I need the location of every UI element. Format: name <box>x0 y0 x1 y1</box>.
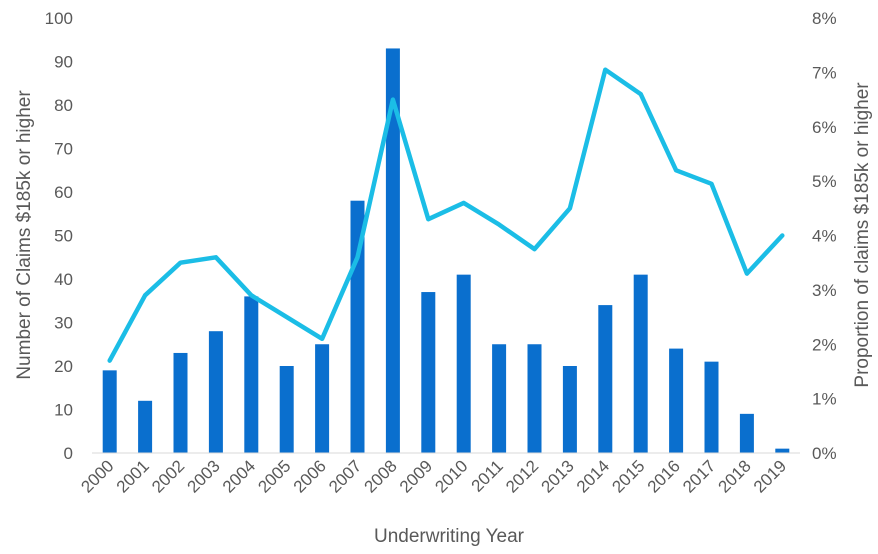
bar <box>421 292 436 453</box>
y-tick-label: 100 <box>45 9 73 28</box>
bar <box>775 448 790 453</box>
bar <box>456 274 471 453</box>
bar <box>173 352 188 453</box>
bar <box>102 370 117 453</box>
bar <box>704 361 719 453</box>
bar <box>208 331 223 453</box>
y2-tick-label: 2% <box>812 335 837 354</box>
bar <box>527 344 542 453</box>
x-tick-label: 2005 <box>254 456 294 496</box>
x-tick-label: 2014 <box>573 456 613 496</box>
bar-series <box>102 48 790 453</box>
bar <box>739 413 754 453</box>
x-tick-label: 2003 <box>184 456 224 496</box>
y-axis-title: Number of Claims $185k or higher <box>14 90 35 380</box>
x-tick-label: 2002 <box>148 456 188 496</box>
bar <box>244 296 259 453</box>
bar <box>279 366 294 453</box>
y2-tick-label: 8% <box>812 9 837 28</box>
right-axis-ticks: 0% 1% 2% 3% 4% 5% 6% 7% 8% <box>812 9 837 463</box>
y2-tick-label: 1% <box>812 390 837 409</box>
y-tick-label: 80 <box>54 96 73 115</box>
x-axis-title: Underwriting Year <box>374 526 525 547</box>
y-tick-label: 10 <box>54 401 73 420</box>
bar <box>562 366 577 453</box>
y-tick-label: 90 <box>54 53 73 72</box>
x-tick-label: 2011 <box>468 456 507 495</box>
y-tick-label: 40 <box>54 270 73 289</box>
bar <box>385 48 400 453</box>
bar <box>315 344 330 453</box>
x-tick-label: 2015 <box>608 456 648 496</box>
y-tick-label: 60 <box>54 183 73 202</box>
x-tick-label: 2018 <box>715 456 755 496</box>
y2-axis-title: Proportion of claims $185k or higher <box>852 82 873 388</box>
x-tick-label: 2007 <box>325 456 365 496</box>
left-axis-ticks: 0 10 20 30 40 50 60 70 80 90 100 <box>45 9 73 463</box>
bar <box>598 305 613 453</box>
line-series <box>107 67 785 363</box>
x-axis-ticks: 2000200120022003200420052006200720082009… <box>77 456 790 496</box>
bar <box>633 274 648 453</box>
x-tick-label: 2013 <box>538 456 578 496</box>
x-tick-label: 2019 <box>750 456 790 496</box>
x-tick-label: 2017 <box>679 456 719 496</box>
y-tick-label: 20 <box>54 357 73 376</box>
x-tick-label: 2009 <box>396 456 436 496</box>
y-tick-label: 70 <box>54 140 73 159</box>
bar <box>138 400 153 453</box>
y2-tick-label: 0% <box>812 444 837 463</box>
x-tick-label: 2008 <box>361 456 401 496</box>
x-tick-label: 2004 <box>219 456 259 496</box>
y2-tick-label: 6% <box>812 118 837 137</box>
y2-tick-label: 3% <box>812 281 837 300</box>
y-tick-label: 50 <box>54 227 73 246</box>
x-tick-label: 2000 <box>77 456 117 496</box>
y-tick-label: 30 <box>54 314 73 333</box>
y2-tick-label: 5% <box>812 172 837 191</box>
y2-tick-label: 4% <box>812 227 837 246</box>
x-tick-label: 2001 <box>113 456 153 496</box>
y2-tick-label: 7% <box>812 63 837 82</box>
x-tick-label: 2012 <box>502 456 542 496</box>
x-tick-label: 2006 <box>290 456 330 496</box>
x-tick-label: 2010 <box>431 456 471 496</box>
bar <box>492 344 507 453</box>
y-tick-label: 0 <box>64 444 73 463</box>
bar <box>669 348 684 453</box>
x-tick-label: 2016 <box>644 456 684 496</box>
